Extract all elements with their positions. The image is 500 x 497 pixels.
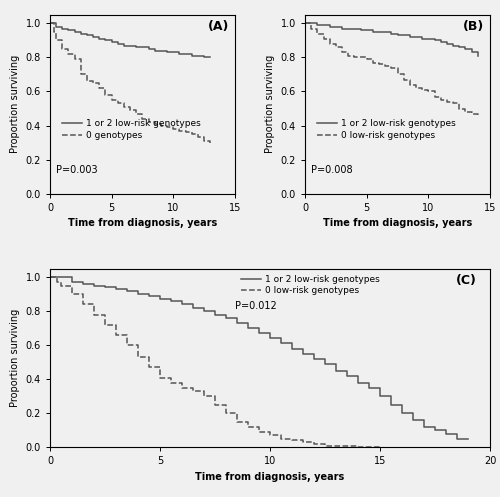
Y-axis label: Proportion surviving: Proportion surviving	[10, 55, 20, 154]
Text: (B): (B)	[463, 20, 484, 33]
X-axis label: Time from diagnosis, years: Time from diagnosis, years	[196, 472, 344, 482]
Y-axis label: Proportion surviving: Proportion surviving	[10, 309, 20, 407]
Legend: 1 or 2 low-risk genotypes, 0 low-risk genotypes: 1 or 2 low-risk genotypes, 0 low-risk ge…	[240, 273, 382, 297]
Text: (A): (A)	[208, 20, 230, 33]
Text: P=0.012: P=0.012	[235, 301, 277, 311]
Legend: 1 or 2 low-risk genotypes, 0 genotypes: 1 or 2 low-risk genotypes, 0 genotypes	[60, 118, 203, 142]
Y-axis label: Proportion surviving: Proportion surviving	[265, 55, 275, 154]
Legend: 1 or 2 low-risk genotypes, 0 low-risk genotypes: 1 or 2 low-risk genotypes, 0 low-risk ge…	[315, 118, 458, 142]
X-axis label: Time from diagnosis, years: Time from diagnosis, years	[323, 218, 472, 228]
X-axis label: Time from diagnosis, years: Time from diagnosis, years	[68, 218, 217, 228]
Text: P=0.003: P=0.003	[56, 165, 97, 175]
Text: (C): (C)	[456, 274, 477, 287]
Text: P=0.008: P=0.008	[310, 165, 352, 175]
